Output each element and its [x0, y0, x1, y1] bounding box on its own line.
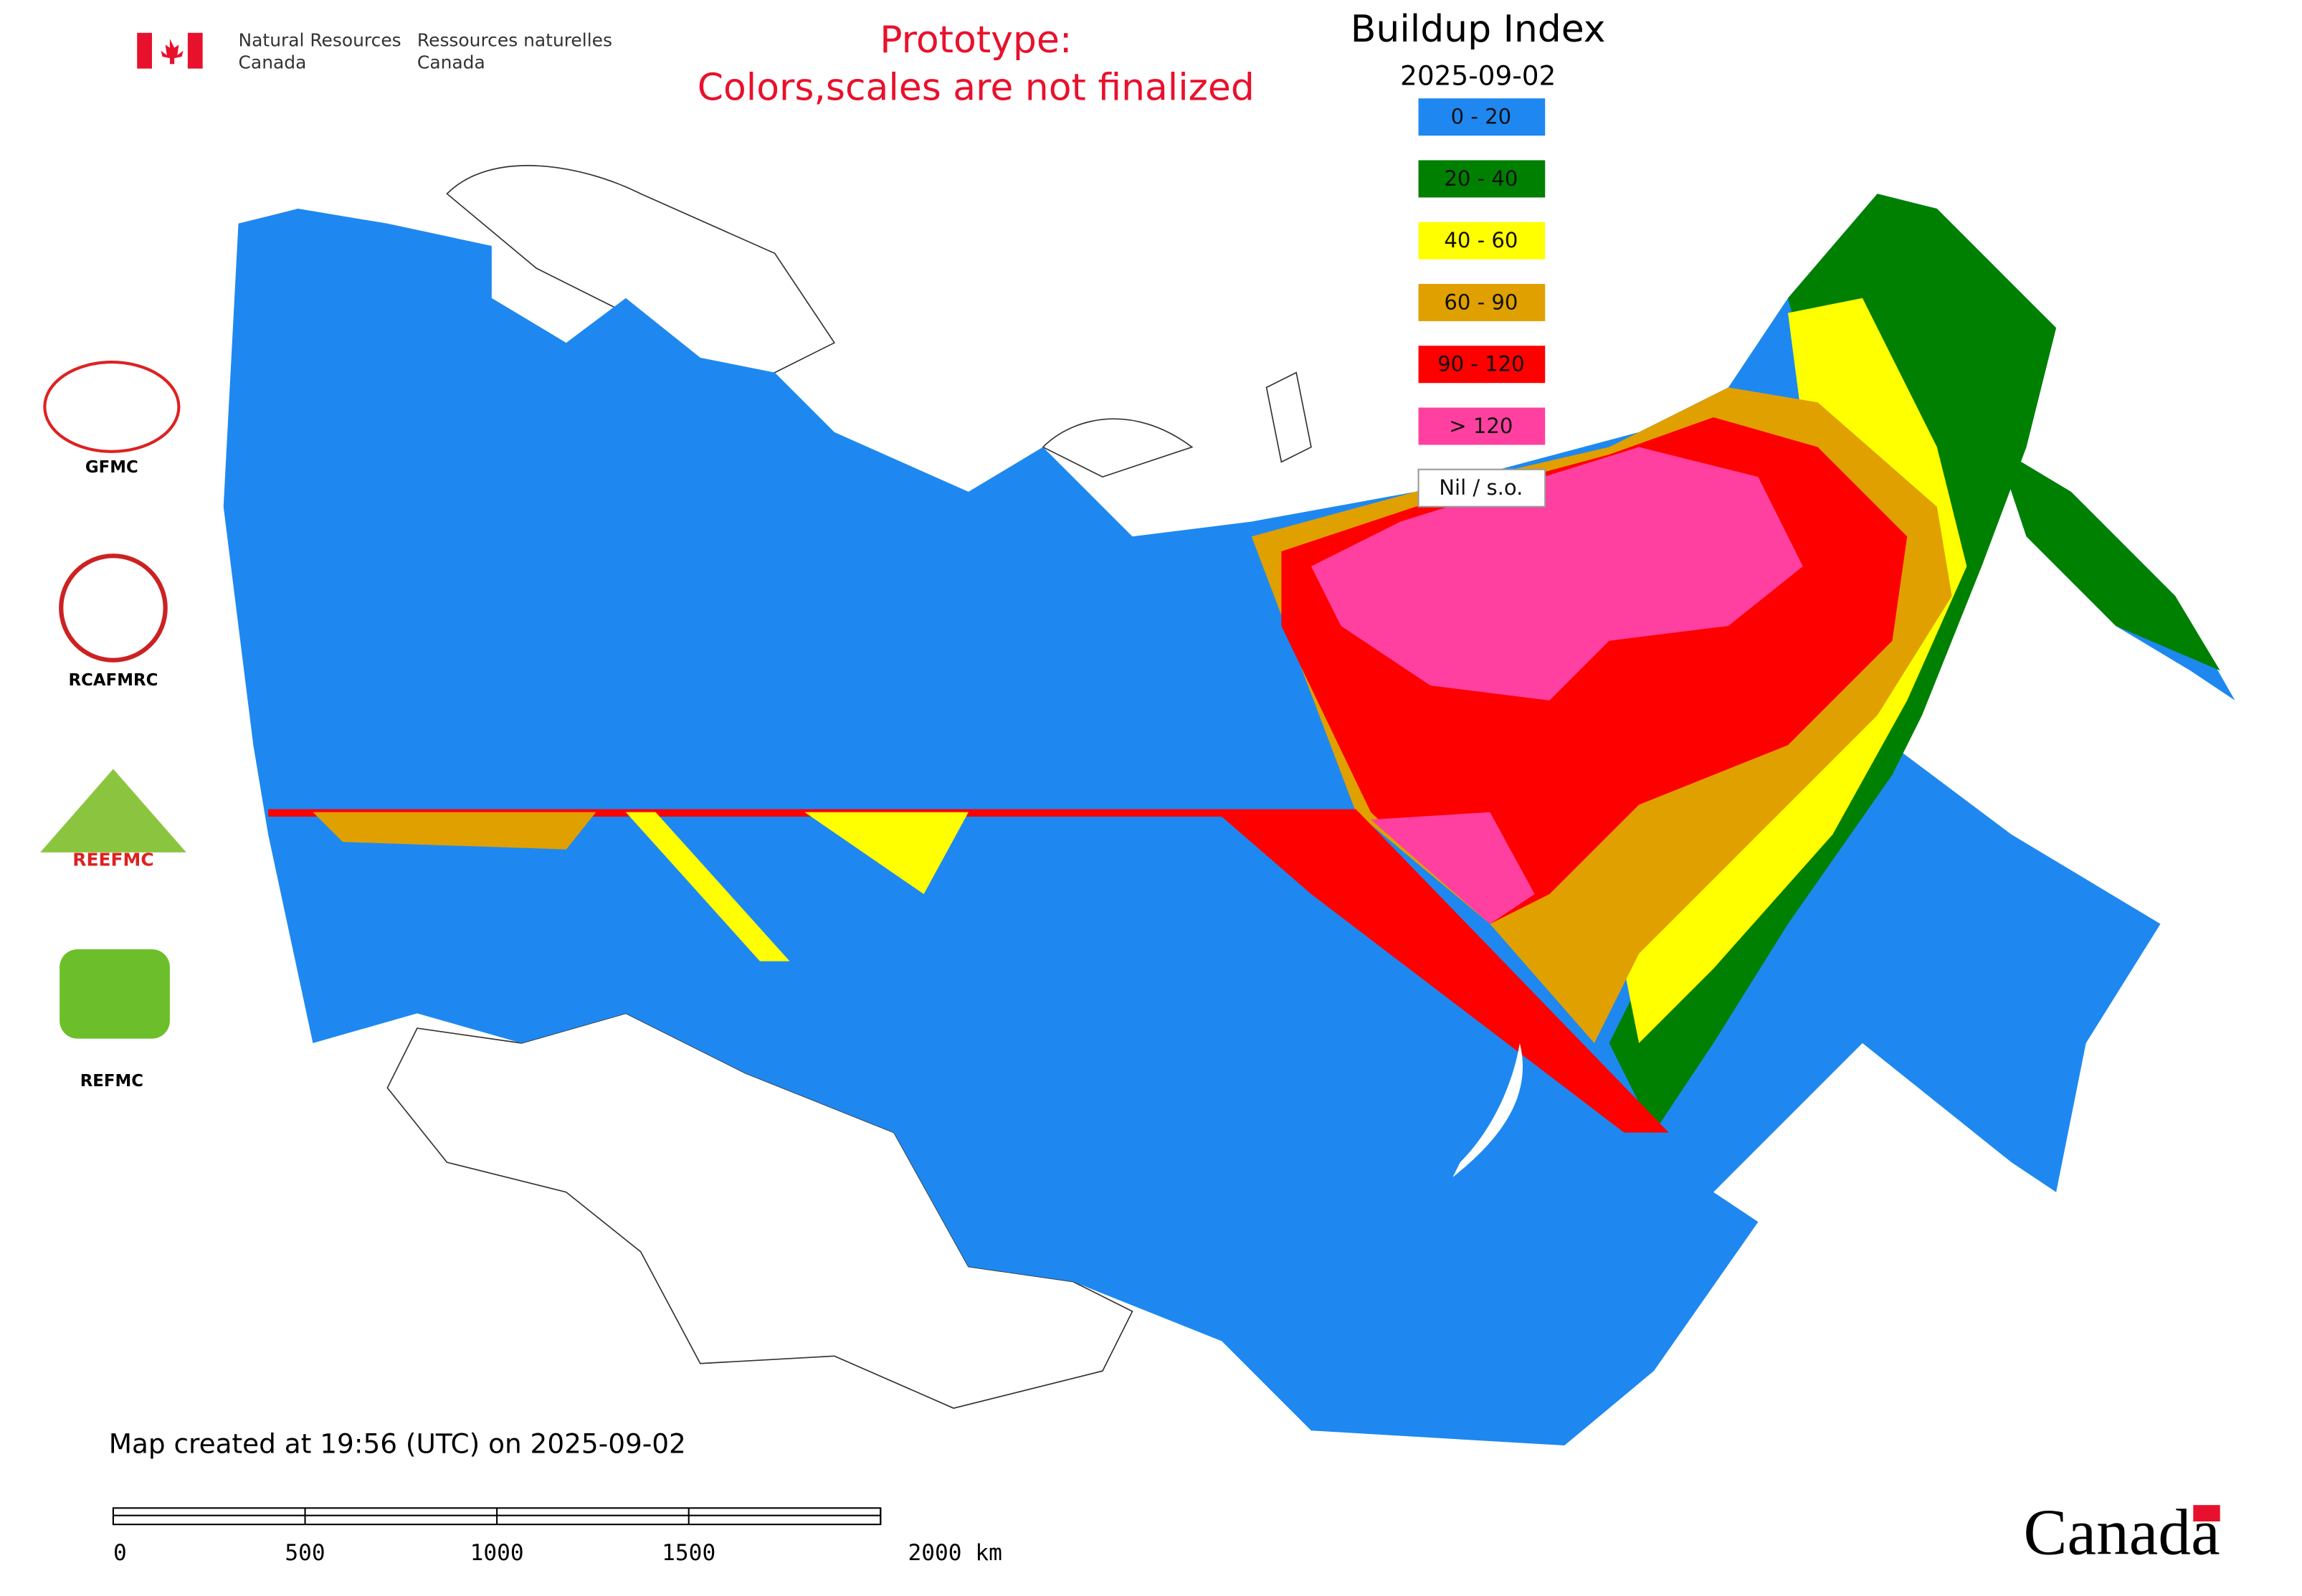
neighbor-outline [386, 1012, 1133, 1409]
scale-label: 500 [285, 1540, 325, 1566]
agency-fr: Canada [417, 52, 485, 73]
flag-bar [137, 32, 152, 69]
agency-en: Natural Resources [239, 29, 401, 50]
agency-en: Canada [239, 52, 307, 73]
neighbor-outline [446, 165, 1312, 478]
agency-fr: Ressources naturelles [417, 29, 612, 50]
legend-label: Nil / s.o. [1439, 475, 1523, 500]
map [223, 165, 2235, 1446]
scale-label: 1000 [470, 1540, 524, 1566]
legend-swatch [1417, 468, 1546, 508]
scale-label: 2000 km [908, 1540, 1002, 1566]
map-created: Map created at 19:56 (UTC) on 2025-09-02 [109, 1428, 686, 1459]
logo-label: REEFMC [72, 850, 153, 870]
wordmark-flag [2193, 1505, 2220, 1522]
legend-swatch [1418, 160, 1546, 198]
scale-bar: 0 500 1000 1500 2000 km [112, 1507, 1002, 1566]
legend-title: Buildup Index [1351, 8, 1606, 51]
scale-label: 1500 [662, 1540, 715, 1566]
flag-bar [187, 32, 203, 69]
region-artifact [268, 809, 1669, 1133]
legend-swatch [1418, 222, 1546, 260]
logo-gfmc [43, 361, 181, 453]
legend-swatch [1418, 283, 1546, 321]
logo-refmc [60, 949, 170, 1039]
maple-leaf [161, 39, 184, 65]
legend-swatch [1418, 98, 1546, 136]
region-magenta [1311, 447, 1803, 924]
legend-label: 60 - 90 [1444, 290, 1518, 314]
scale-label: 0 [113, 1540, 127, 1566]
logo-reefmc [40, 769, 186, 852]
logo-label: GFMC [85, 458, 138, 477]
region-artifact [313, 812, 596, 850]
logo-label: REFMC [80, 1072, 143, 1091]
legend-date: 2025-09-02 [1400, 60, 1556, 92]
region-green [1996, 447, 2220, 671]
notice: Prototype: [880, 19, 1072, 62]
nrcan-signature: Natural Resources Canada Ressources natu… [137, 29, 612, 73]
canada-wordmark: Canada [2024, 1496, 2220, 1569]
logo-rcafmrc [59, 554, 168, 662]
region-artifact [625, 812, 969, 961]
legend-label: 20 - 40 [1444, 166, 1518, 191]
legend-swatch [1418, 407, 1546, 445]
legend-label: 40 - 60 [1444, 228, 1518, 252]
notice: Colors,scales are not finalized [698, 66, 1255, 109]
legend-swatch [1418, 346, 1546, 384]
legend-label: 90 - 120 [1437, 352, 1524, 376]
logos: GFMC RCAFMRC REEFMC REFMC [40, 361, 186, 1091]
legend-label: > 120 [1449, 414, 1513, 438]
legend-label: 0 - 20 [1451, 105, 1511, 129]
lake-baikal [1452, 1042, 1523, 1177]
logo-label: RCAFMRC [69, 671, 158, 690]
legend: Buildup Index 2025-09-02 0 - 20 20 - 40 40… [1351, 8, 1606, 508]
